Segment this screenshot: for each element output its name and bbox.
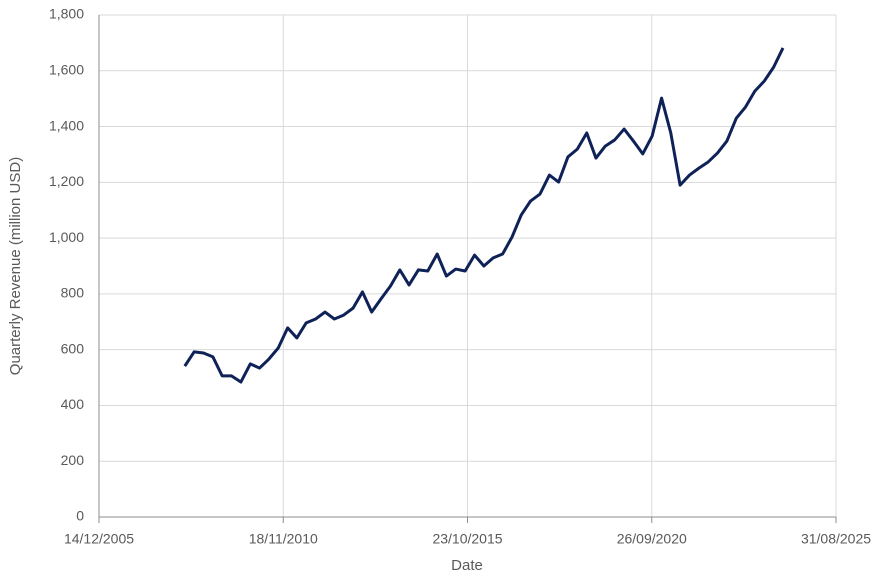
y-tick-label: 1,800: [49, 6, 84, 22]
x-axis-label: Date: [451, 557, 483, 574]
y-tick-label: 200: [61, 452, 85, 468]
y-tick-label: 0: [76, 508, 84, 524]
y-tick-label: 400: [61, 396, 85, 412]
x-tick-label: 31/08/2025: [801, 531, 871, 547]
x-tick-label: 23/10/2015: [432, 531, 502, 547]
x-tick-label: 26/09/2020: [617, 531, 687, 547]
x-tick-label: 18/11/2010: [249, 531, 318, 547]
y-tick-label: 600: [61, 340, 85, 356]
y-tick-label: 1,000: [49, 229, 84, 245]
data-line: [183, 47, 785, 384]
y-axis-label: Quarterly Revenue (million USD): [7, 157, 24, 375]
y-tick-label: 1,400: [49, 117, 84, 133]
y-tick-label: 800: [61, 285, 85, 301]
y-tick-label: 1,600: [49, 61, 84, 77]
y-tick-label: 1,200: [49, 173, 84, 189]
x-tick-label: 14/12/2005: [64, 531, 134, 547]
